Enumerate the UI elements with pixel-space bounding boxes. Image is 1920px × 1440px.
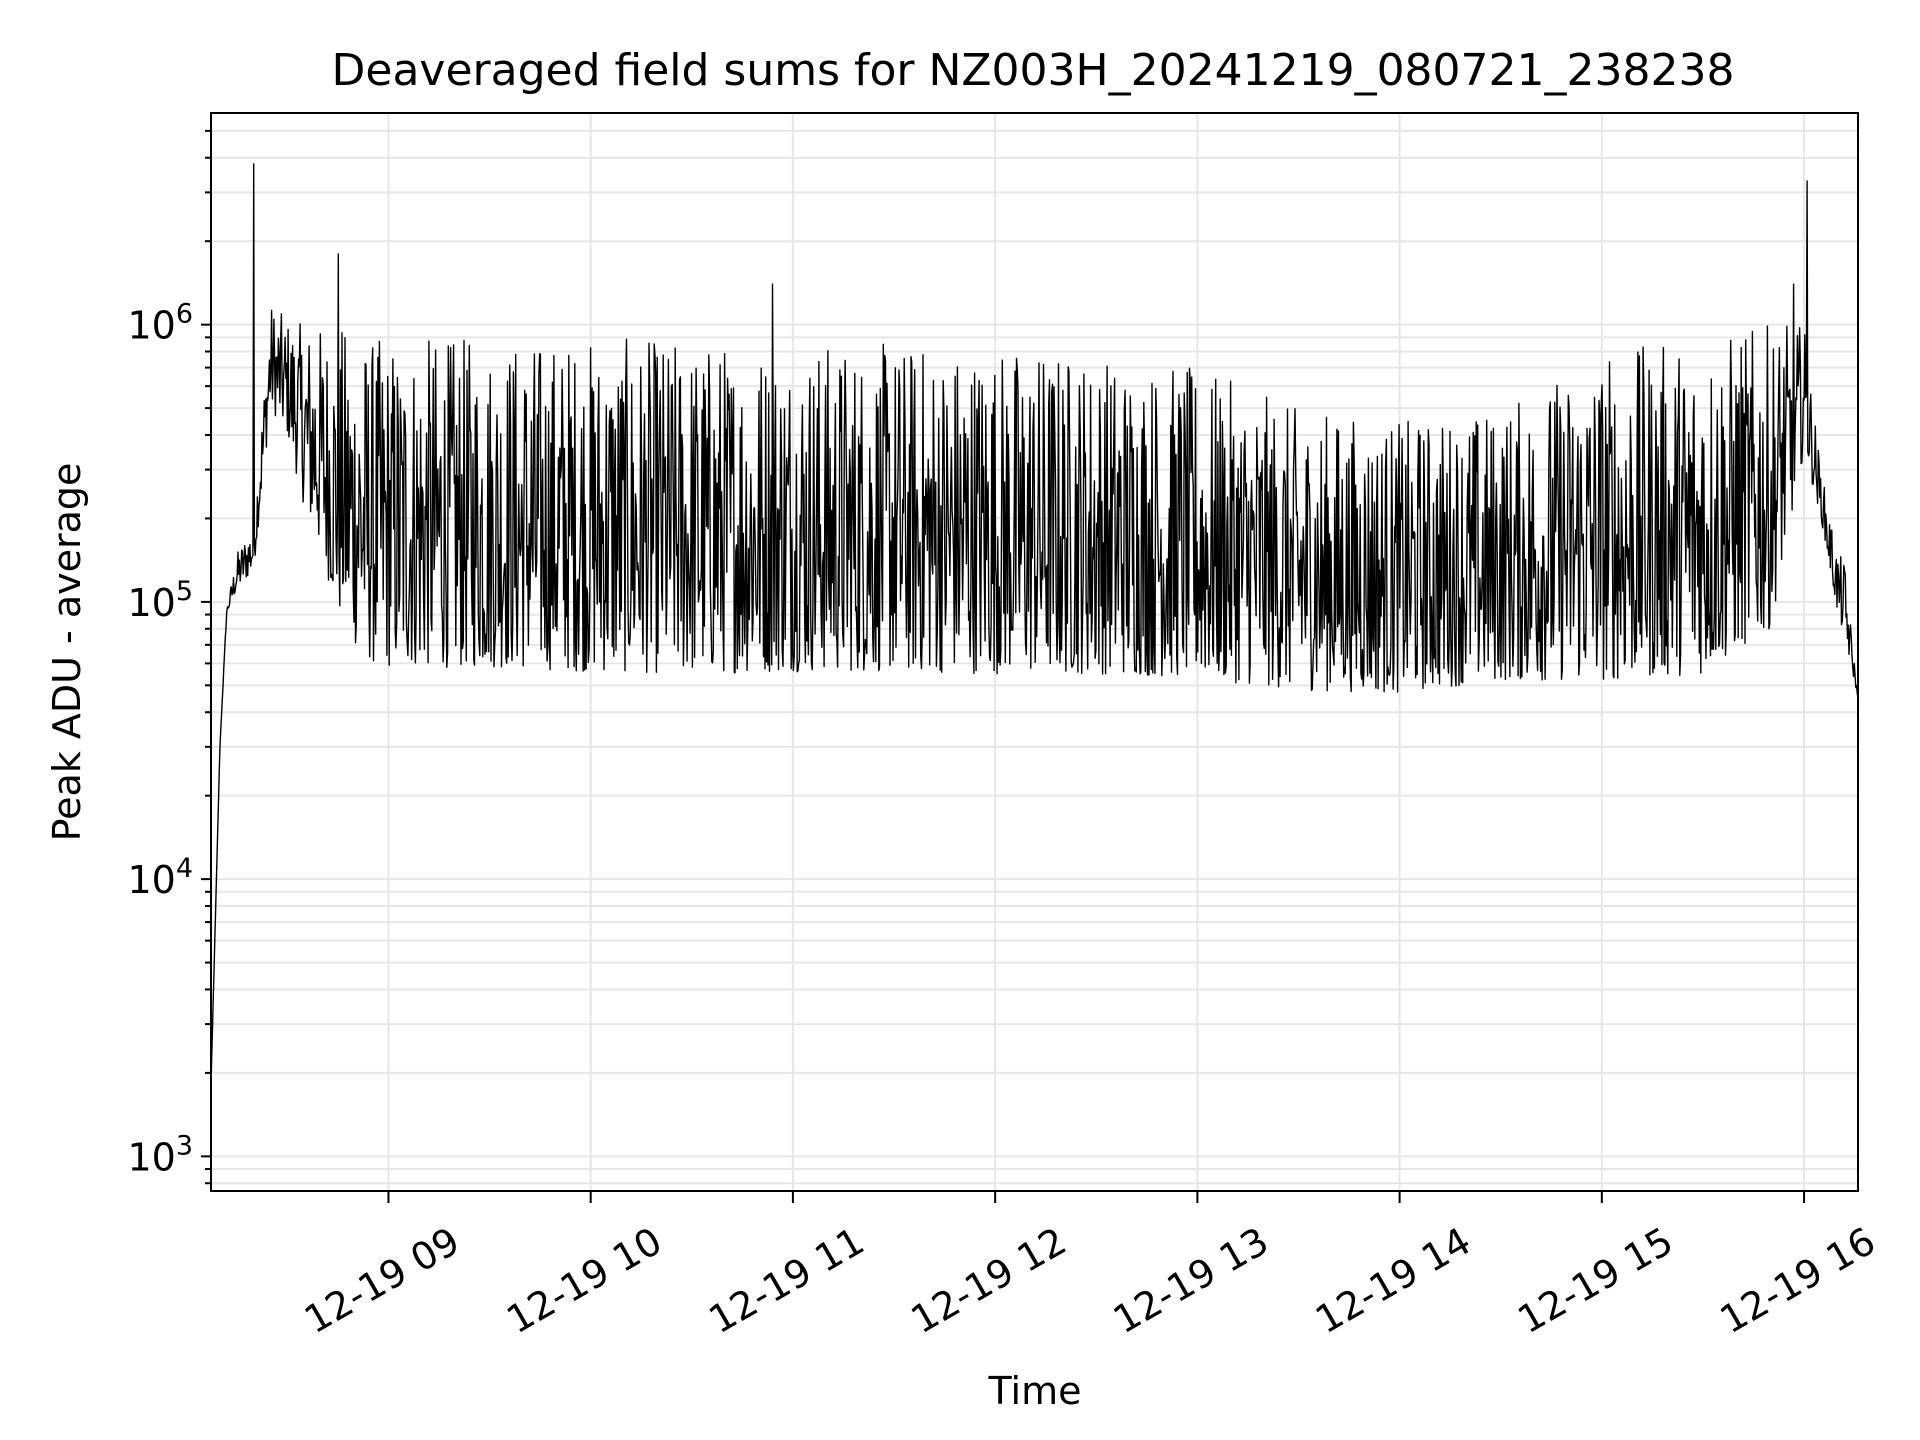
y-tick-label: 104: [127, 853, 193, 902]
y-tick-label: 105: [127, 576, 193, 625]
x-axis-label: Time: [988, 1369, 1082, 1413]
plot-frame: [210, 112, 1859, 1192]
series-line: [211, 163, 1858, 1086]
plot-area: [211, 163, 1858, 1086]
y-tick-label: 106: [127, 299, 193, 348]
y-tick-label: 103: [127, 1130, 193, 1179]
y-axis-label: Peak ADU - average: [45, 463, 89, 842]
chart-title: Deaveraged field sums for NZ003H_2024121…: [332, 45, 1735, 96]
y-axis: 103 104 105 106: [127, 129, 211, 1185]
